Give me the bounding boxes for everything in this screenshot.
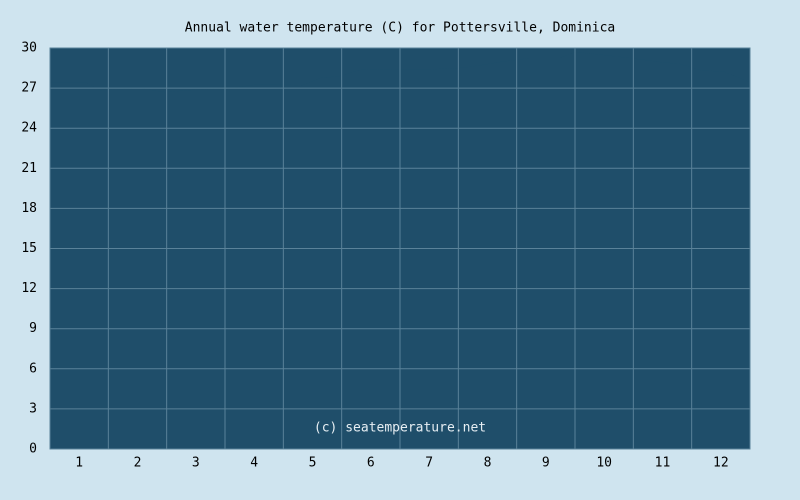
chart-title: Annual water temperature (C) for Potters… [185, 21, 615, 36]
y-tick-label: 9 [29, 321, 37, 336]
x-tick-label: 1 [75, 456, 83, 471]
x-tick-label: 8 [484, 456, 492, 471]
x-tick-label: 5 [309, 456, 317, 471]
x-tick-label: 7 [425, 456, 433, 471]
y-tick-label: 0 [29, 442, 37, 457]
y-tick-label: 30 [21, 41, 37, 56]
x-tick-label: 6 [367, 456, 375, 471]
x-tick-label: 3 [192, 456, 200, 471]
y-tick-label: 3 [29, 401, 37, 416]
y-tick-label: 24 [21, 121, 37, 136]
y-tick-label: 18 [21, 201, 37, 216]
x-tick-label: 2 [134, 456, 142, 471]
y-tick-label: 21 [21, 161, 37, 176]
x-tick-label: 10 [596, 456, 612, 471]
watermark: (c) seatemperature.net [314, 421, 486, 436]
y-tick-label: 6 [29, 361, 37, 376]
y-tick-label: 12 [21, 281, 37, 296]
x-tick-label: 11 [655, 456, 671, 471]
x-tick-label: 12 [713, 456, 729, 471]
plot-border [49, 47, 751, 450]
x-tick-label: 4 [250, 456, 258, 471]
y-tick-label: 15 [21, 241, 37, 256]
x-tick-label: 9 [542, 456, 550, 471]
y-tick-label: 27 [21, 81, 37, 96]
